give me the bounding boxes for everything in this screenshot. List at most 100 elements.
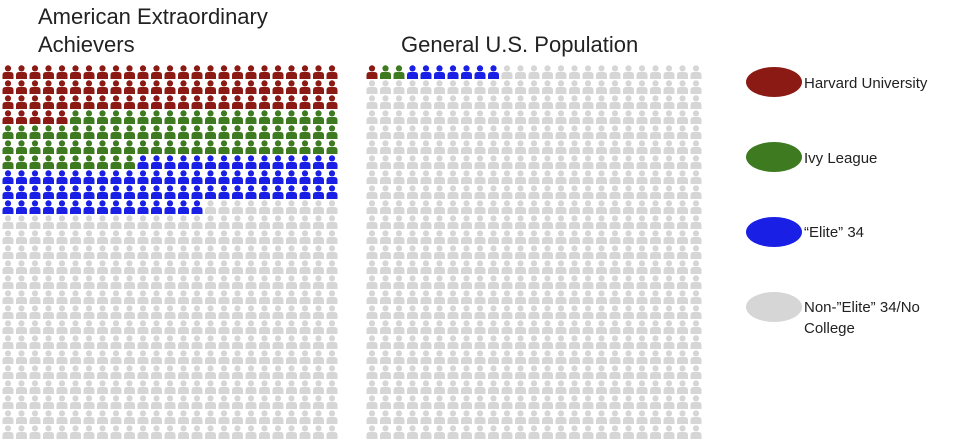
person-icon-non-elite-34-no-college <box>272 410 284 424</box>
person-icon-non-elite-34-no-college <box>515 170 526 184</box>
person-icon-non-elite-34-no-college <box>515 245 526 259</box>
person-icon-non-elite-34-no-college <box>313 215 324 229</box>
person-icon-non-elite-34-no-college <box>380 215 391 229</box>
person-icon-elite-34 <box>178 170 189 184</box>
person-icon-non-elite-34-no-college <box>56 380 68 394</box>
person-icon-non-elite-34-no-college <box>299 335 311 349</box>
person-icon-non-elite-34-no-college <box>528 155 540 169</box>
person-icon-elite-34 <box>151 200 162 214</box>
person-icon-non-elite-34-no-college <box>232 200 243 214</box>
person-icon-ivy-league <box>124 125 135 139</box>
person-icon-non-elite-34-no-college <box>407 125 418 139</box>
person-icon-non-elite-34-no-college <box>83 350 95 364</box>
person-icon-non-elite-34-no-college <box>636 425 648 439</box>
person-icon-non-elite-34-no-college <box>43 395 54 409</box>
person-icon-non-elite-34-no-college <box>393 170 405 184</box>
person-icon-non-elite-34-no-college <box>609 335 621 349</box>
person-icon-non-elite-34-no-college <box>461 125 472 139</box>
person-icon-non-elite-34-no-college <box>56 425 68 439</box>
person-icon-elite-34 <box>70 200 81 214</box>
person-icon-non-elite-34-no-college <box>137 245 149 259</box>
person-icon-elite-34 <box>29 200 41 214</box>
person-icon-ivy-league <box>2 125 14 139</box>
person-icon-non-elite-34-no-college <box>434 380 445 394</box>
person-icon-non-elite-34-no-college <box>528 80 540 94</box>
person-icon-elite-34 <box>205 170 216 184</box>
person-icon-non-elite-34-no-college <box>528 200 540 214</box>
person-icon-ivy-league <box>137 140 149 154</box>
person-icon-non-elite-34-no-college <box>286 230 297 244</box>
panel-title-achievers-line1: American Extraordinary <box>38 4 268 29</box>
person-icon-non-elite-34-no-college <box>16 290 27 304</box>
person-icon-non-elite-34-no-college <box>609 395 621 409</box>
person-icon-non-elite-34-no-college <box>366 155 378 169</box>
person-icon-non-elite-34-no-college <box>582 245 594 259</box>
person-icon-non-elite-34-no-college <box>313 245 324 259</box>
person-icon-non-elite-34-no-college <box>555 230 567 244</box>
person-icon-non-elite-34-no-college <box>623 365 634 379</box>
person-icon-harvard-university <box>326 95 338 109</box>
person-icon-harvard-university <box>70 65 81 79</box>
person-icon-non-elite-34-no-college <box>555 215 567 229</box>
person-icon-non-elite-34-no-college <box>569 185 580 199</box>
person-icon-harvard-university <box>2 110 14 124</box>
person-icon-ivy-league <box>16 125 27 139</box>
person-icon-non-elite-34-no-college <box>407 260 418 274</box>
person-icon-elite-34 <box>70 185 81 199</box>
person-icon-non-elite-34-no-college <box>110 410 122 424</box>
person-icon-non-elite-34-no-college <box>623 305 634 319</box>
person-icon-harvard-university <box>97 95 108 109</box>
person-icon-ivy-league <box>70 125 81 139</box>
person-icon-non-elite-34-no-college <box>542 185 553 199</box>
person-icon-non-elite-34-no-college <box>582 335 594 349</box>
person-icon-non-elite-34-no-college <box>447 170 459 184</box>
person-icon-non-elite-34-no-college <box>596 395 607 409</box>
person-icon-non-elite-34-no-college <box>110 290 122 304</box>
person-icon-non-elite-34-no-college <box>366 170 378 184</box>
person-icon-harvard-university <box>313 95 324 109</box>
person-icon-non-elite-34-no-college <box>124 335 135 349</box>
person-icon-non-elite-34-no-college <box>218 335 230 349</box>
person-icon-ivy-league <box>110 155 122 169</box>
person-icon-ivy-league <box>56 125 68 139</box>
person-icon-non-elite-34-no-college <box>501 395 513 409</box>
person-icon-non-elite-34-no-college <box>596 320 607 334</box>
person-icon-non-elite-34-no-college <box>461 260 472 274</box>
person-icon-non-elite-34-no-college <box>83 320 95 334</box>
person-icon-non-elite-34-no-college <box>124 275 135 289</box>
person-icon-non-elite-34-no-college <box>137 275 149 289</box>
person-icon-non-elite-34-no-college <box>272 245 284 259</box>
person-icon-non-elite-34-no-college <box>178 395 189 409</box>
person-icon-non-elite-34-no-college <box>218 290 230 304</box>
person-icon-ivy-league <box>164 125 176 139</box>
person-icon-non-elite-34-no-college <box>124 290 135 304</box>
person-icon-non-elite-34-no-college <box>70 410 81 424</box>
person-icon-non-elite-34-no-college <box>70 305 81 319</box>
person-icon-non-elite-34-no-college <box>488 125 499 139</box>
person-icon-non-elite-34-no-college <box>380 200 391 214</box>
person-icon-non-elite-34-no-college <box>420 320 432 334</box>
person-icon-harvard-university <box>218 65 230 79</box>
achievers-icon-grid <box>2 65 338 439</box>
person-icon-non-elite-34-no-college <box>151 230 162 244</box>
person-icon-non-elite-34-no-college <box>528 380 540 394</box>
person-icon-non-elite-34-no-college <box>447 335 459 349</box>
person-icon-non-elite-34-no-college <box>663 95 675 109</box>
person-icon-non-elite-34-no-college <box>569 155 580 169</box>
person-icon-non-elite-34-no-college <box>191 215 203 229</box>
person-icon-non-elite-34-no-college <box>501 335 513 349</box>
person-icon-ivy-league <box>299 125 311 139</box>
person-icon-non-elite-34-no-college <box>501 110 513 124</box>
person-icon-non-elite-34-no-college <box>542 335 553 349</box>
person-icon-elite-34 <box>56 185 68 199</box>
person-icon-non-elite-34-no-college <box>569 125 580 139</box>
person-icon-non-elite-34-no-college <box>596 140 607 154</box>
person-icon-non-elite-34-no-college <box>636 215 648 229</box>
person-icon-non-elite-34-no-college <box>83 245 95 259</box>
person-icon-non-elite-34-no-college <box>663 185 675 199</box>
person-icon-non-elite-34-no-college <box>596 335 607 349</box>
person-icon-harvard-university <box>151 80 162 94</box>
person-icon-elite-34 <box>178 155 189 169</box>
person-icon-non-elite-34-no-college <box>205 245 216 259</box>
person-icon-non-elite-34-no-college <box>299 230 311 244</box>
